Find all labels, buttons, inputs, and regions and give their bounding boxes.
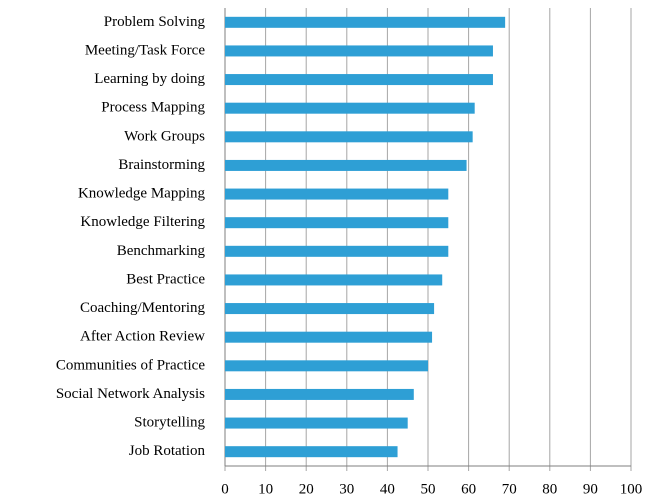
x-tick-label: 30 (339, 481, 354, 497)
x-tick-label: 50 (421, 481, 436, 497)
y-tick-label: Social Network Analysis (56, 386, 205, 402)
y-tick-label: Communities of Practice (56, 357, 205, 373)
bar (225, 217, 449, 229)
x-tick-label: 10 (258, 481, 273, 497)
bar (225, 16, 506, 28)
y-tick-label: Meeting/Task Force (85, 42, 206, 58)
bar (225, 417, 408, 429)
bar (225, 245, 449, 257)
bar (225, 131, 473, 143)
y-tick-label: Problem Solving (104, 14, 206, 30)
bar (225, 188, 449, 200)
x-tick-label: 60 (461, 481, 476, 497)
x-tick-label: 80 (542, 481, 557, 497)
x-tick-label: 20 (299, 481, 314, 497)
bar (225, 102, 475, 114)
x-tick-label: 90 (583, 481, 598, 497)
y-tick-label: Storytelling (134, 415, 205, 431)
bar (225, 331, 433, 343)
bar (225, 45, 493, 57)
y-tick-label: After Action Review (80, 329, 205, 345)
y-tick-label: Best Practice (126, 271, 205, 287)
y-tick-label: Brainstorming (118, 157, 205, 173)
bar (225, 274, 443, 286)
bar (225, 446, 398, 458)
x-tick-label: 70 (502, 481, 517, 497)
y-tick-label: Process Mapping (101, 100, 205, 116)
x-tick-label: 40 (380, 481, 395, 497)
bar (225, 388, 414, 400)
x-tick-label: 100 (620, 481, 643, 497)
y-tick-label: Work Groups (124, 128, 205, 144)
bar (225, 159, 467, 171)
y-tick-label: Knowledge Filtering (80, 214, 205, 230)
y-tick-label: Coaching/Mentoring (80, 300, 205, 316)
y-tick-label: Knowledge Mapping (78, 186, 206, 202)
y-tick-label: Job Rotation (129, 443, 206, 459)
x-tick-label: 0 (221, 481, 229, 497)
bar (225, 74, 493, 86)
bar (225, 303, 435, 315)
bar (225, 360, 428, 372)
y-tick-label: Learning by doing (94, 71, 205, 87)
y-tick-label: Benchmarking (117, 243, 206, 259)
